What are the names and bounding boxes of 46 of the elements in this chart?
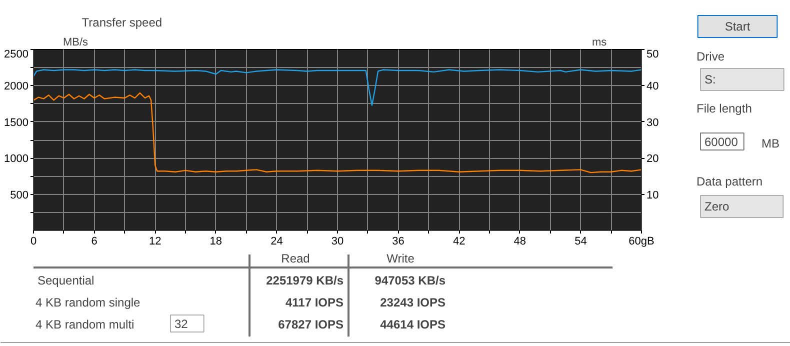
text: Start <box>724 20 751 34</box>
text: Sequential <box>38 274 94 288</box>
text: 44614 IOPS <box>380 318 446 332</box>
x-tick-label: 18 <box>210 236 222 248</box>
x-tick-label: 54 <box>574 236 587 248</box>
text: Drive <box>696 50 725 64</box>
text: 947053 KB/s <box>374 274 446 288</box>
y2-tick-label: 40 <box>646 80 659 93</box>
y2-tick-label: 20 <box>646 153 659 166</box>
x-tick-label: 36 <box>392 236 404 248</box>
text: S: <box>704 72 716 86</box>
y-tick-label: 2500 <box>4 48 29 60</box>
text: 60000 <box>704 135 738 149</box>
y-tick-label: 2000 <box>4 80 29 93</box>
text: Read <box>281 252 310 266</box>
y2-tick-label: 30 <box>646 116 659 129</box>
text: Transfer speed <box>82 16 162 30</box>
text: 4 KB random single <box>36 296 141 310</box>
y-axis-title: MB/s <box>63 36 89 48</box>
text: 32 <box>174 317 188 331</box>
x-tick-label: 12 <box>148 236 162 248</box>
x-tick-label: 42 <box>452 236 466 248</box>
text: 2251979 KB/s <box>266 274 344 288</box>
x-tick-label: 60gB <box>628 236 654 248</box>
text: MB <box>762 136 780 150</box>
x-tick-label: 24 <box>270 236 283 248</box>
text: 23243 IOPS <box>380 296 446 310</box>
x-tick-label: 48 <box>514 236 526 248</box>
y2-tick-label: 10 <box>646 189 659 202</box>
text: 4 KB random multi <box>36 318 134 332</box>
x-tick-label: 30 <box>331 236 344 248</box>
y-tick-label: 1000 <box>4 153 29 166</box>
line-series <box>34 69 642 106</box>
y-tick-label: 1500 <box>4 116 29 129</box>
text: 67827 IOPS <box>278 318 344 332</box>
x-tick-label: 0 <box>30 236 37 248</box>
text: Data pattern <box>696 174 763 188</box>
x-tick-label: 6 <box>91 236 98 248</box>
y2-tick-label: 50 <box>646 48 659 60</box>
y-tick-label: 500 <box>10 189 29 202</box>
text: 4117 IOPS <box>285 296 344 310</box>
text: Write <box>386 252 415 266</box>
text: File length <box>696 102 752 116</box>
y2-axis-title: ms <box>592 36 608 48</box>
text: Zero <box>704 200 730 214</box>
line-series <box>34 92 642 174</box>
